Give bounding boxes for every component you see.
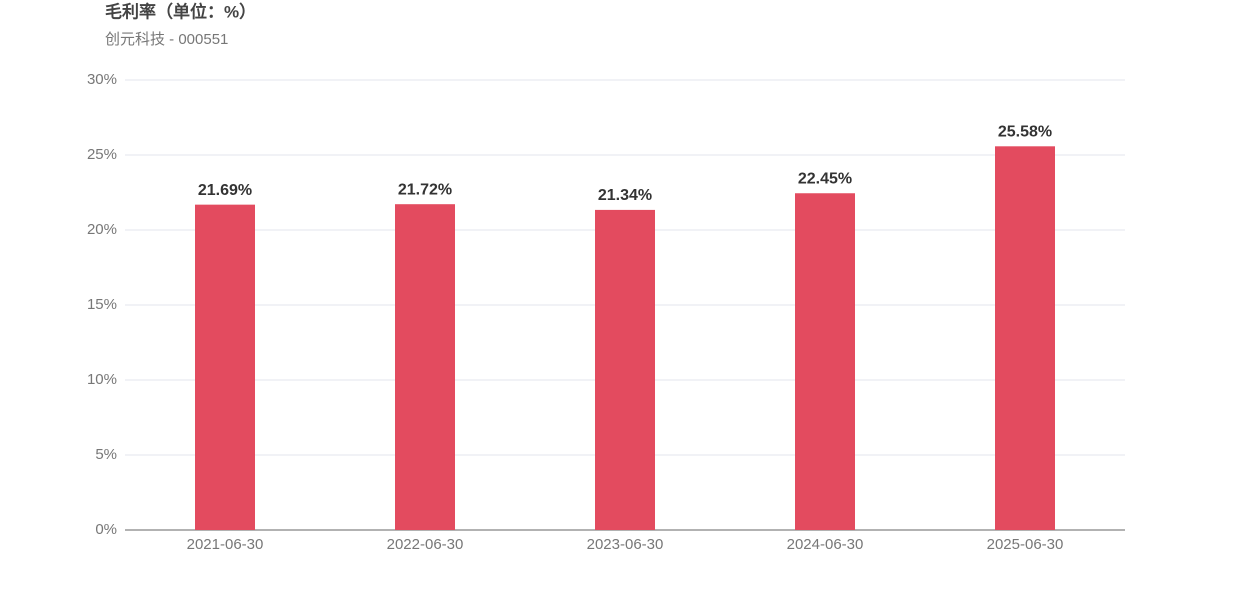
data-label: 21.72% [398, 181, 452, 198]
data-label: 21.34% [598, 187, 652, 204]
x-tick-label: 2021-06-30 [187, 536, 264, 553]
data-label: 22.45% [798, 170, 852, 187]
y-tick-label: 20% [87, 221, 117, 238]
x-tick-label: 2024-06-30 [787, 536, 864, 553]
x-tick-label: 2022-06-30 [387, 536, 464, 553]
y-tick-label: 15% [87, 296, 117, 313]
bar [195, 204, 255, 530]
bar [595, 209, 655, 530]
bar [995, 146, 1055, 531]
bar [395, 204, 455, 530]
y-tick-label: 30% [87, 71, 117, 88]
y-tick-label: 5% [95, 446, 117, 463]
bar [795, 193, 855, 530]
y-tick-label: 0% [95, 521, 117, 538]
data-label: 25.58% [998, 124, 1052, 141]
x-tick-label: 2023-06-30 [587, 536, 664, 553]
x-tick-label: 2025-06-30 [987, 536, 1064, 553]
data-label: 21.69% [198, 182, 252, 199]
chart-subtitle: 创元科技 - 000551 [105, 31, 228, 48]
y-tick-label: 25% [87, 146, 117, 163]
y-tick-label: 10% [87, 371, 117, 388]
chart-title: 毛利率（单位：%） [105, 1, 256, 21]
